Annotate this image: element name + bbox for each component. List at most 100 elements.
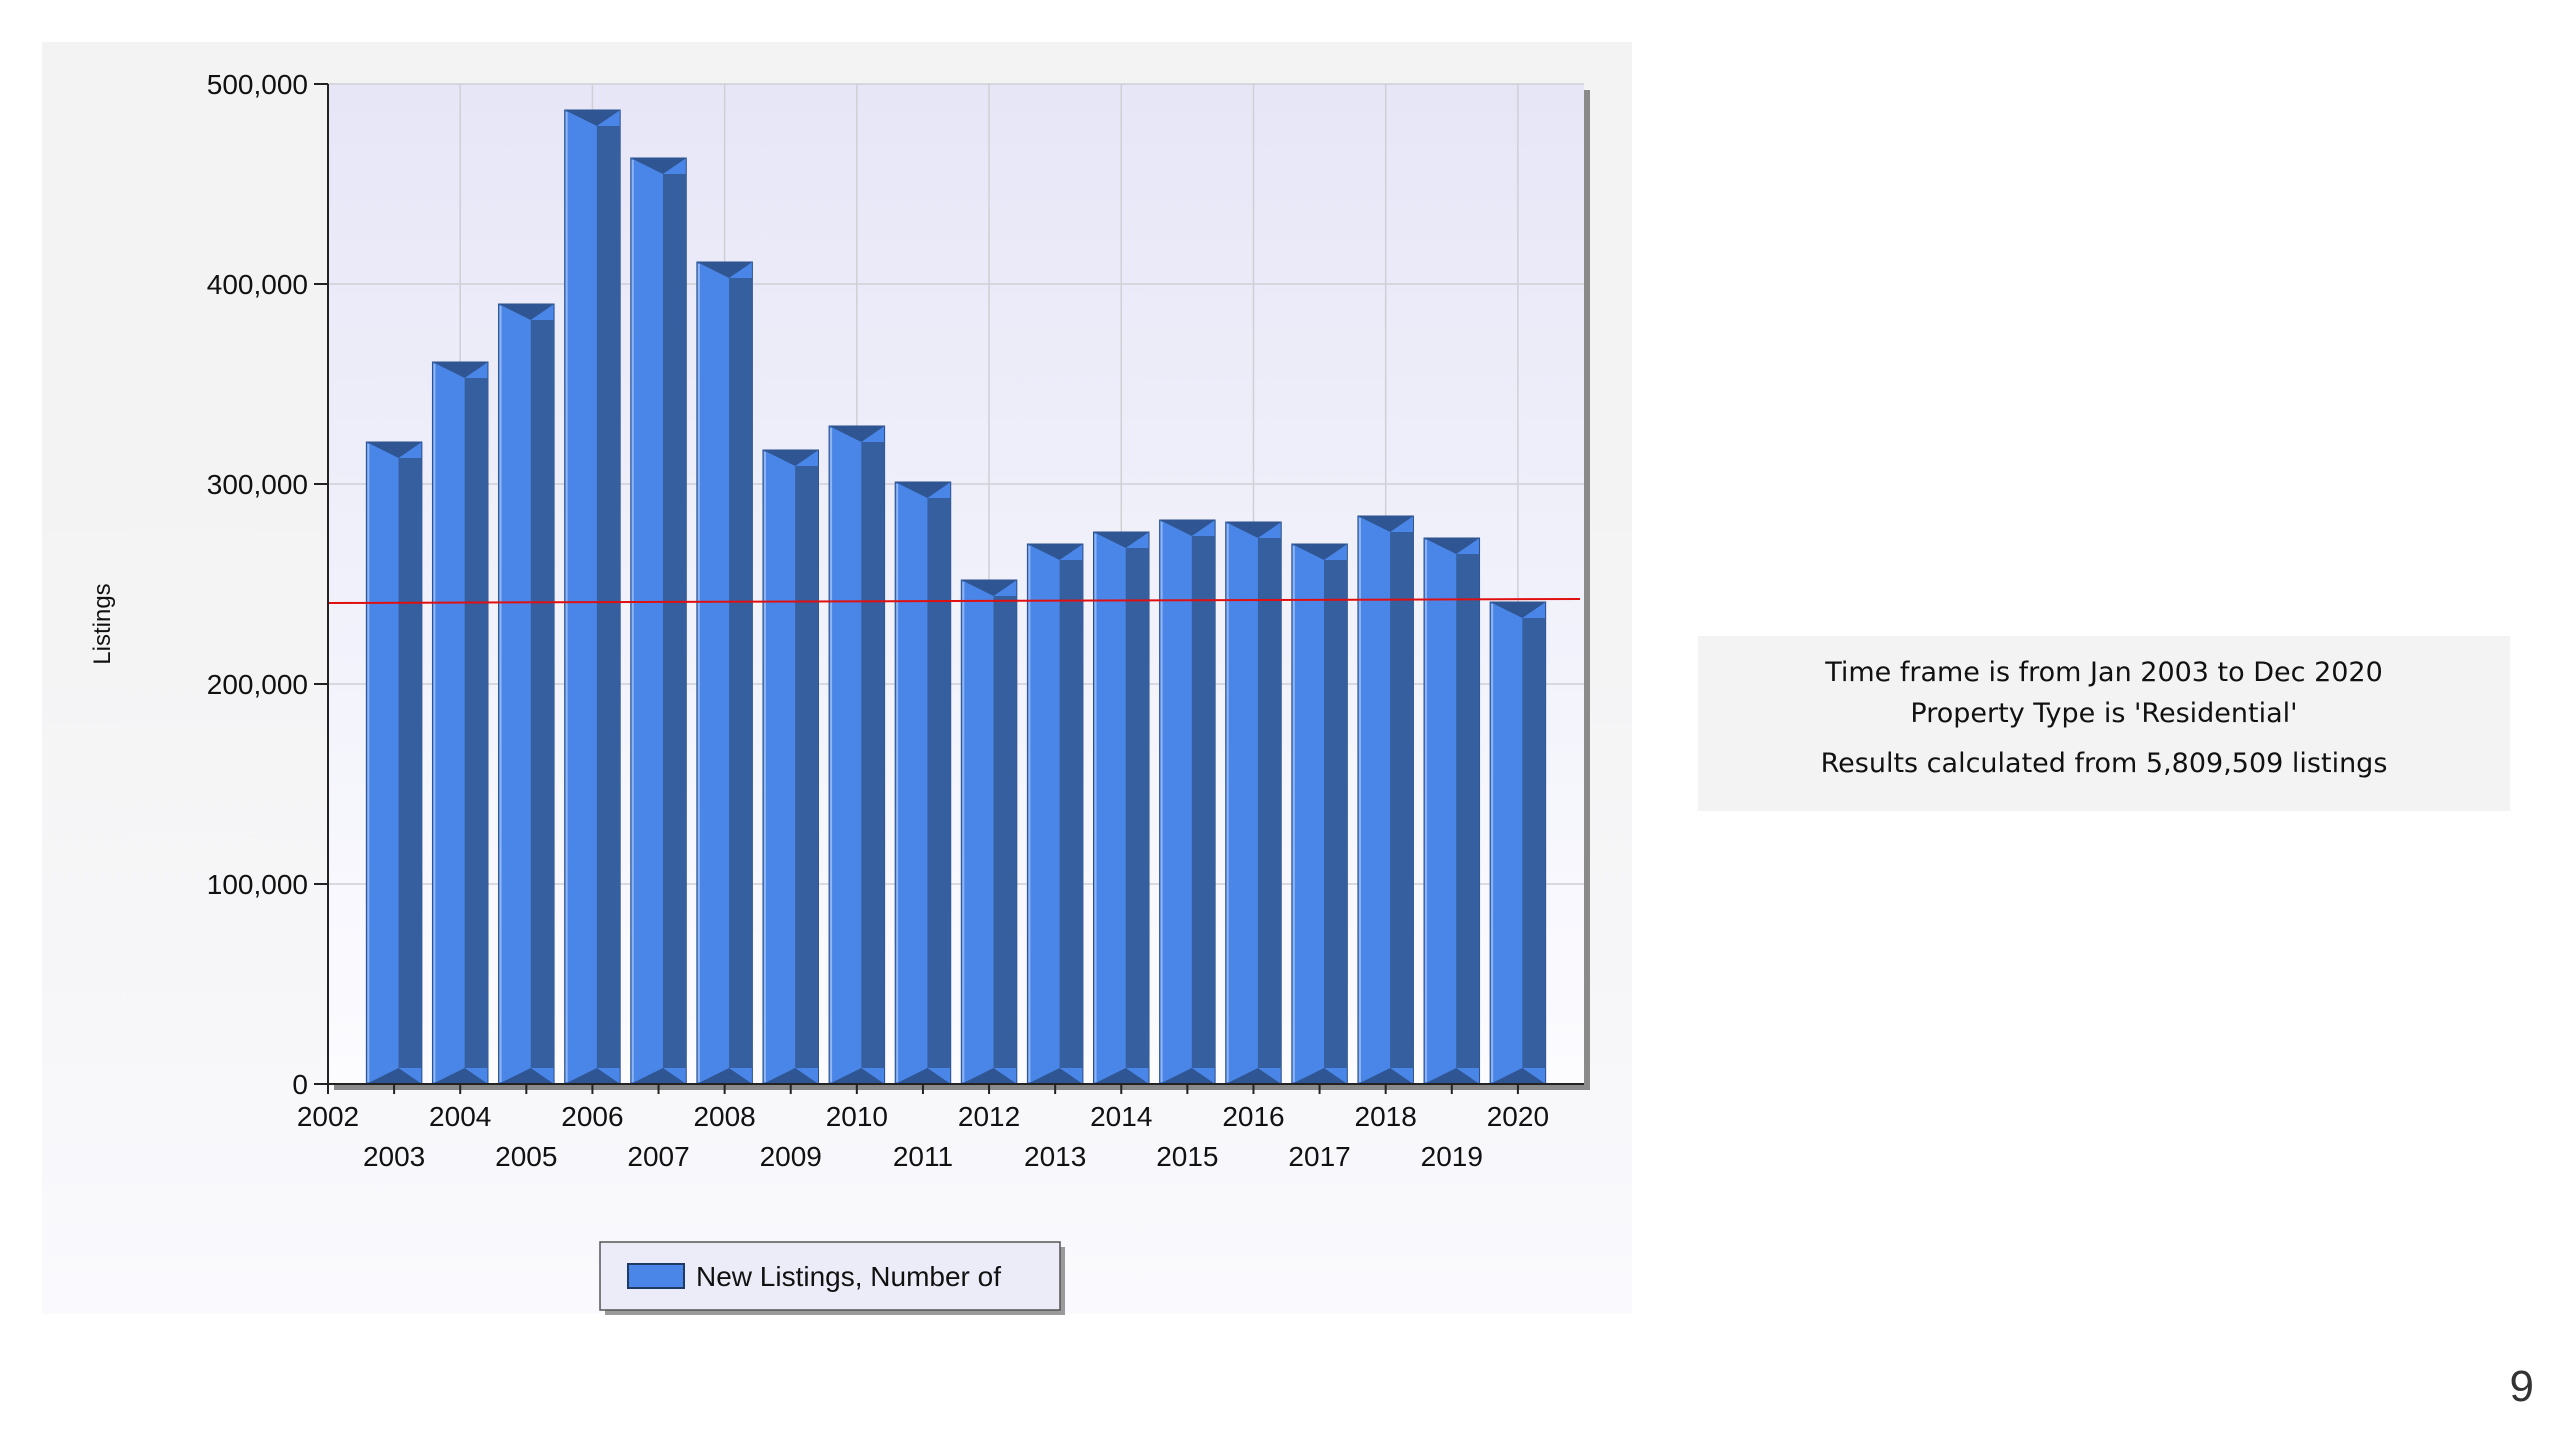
bar-top-bevel	[1159, 520, 1216, 536]
bar-bottom-bevel	[961, 1068, 1017, 1084]
bar-2011	[894, 481, 952, 1085]
bar-top-bevel	[498, 304, 555, 320]
bar-2010	[828, 425, 886, 1085]
bar-bottom-bevel	[1291, 1068, 1348, 1084]
bar-top-bevel	[630, 158, 687, 174]
bar-bottom-bevel	[1424, 1068, 1480, 1084]
y-tick-label: 100,000	[207, 869, 308, 900]
bar-bottom-bevel	[630, 1068, 687, 1084]
x-tick-label: 2009	[760, 1141, 822, 1172]
bar-bottom-bevel	[564, 1068, 621, 1084]
bar-bottom-bevel	[1357, 1068, 1414, 1084]
info-box: Time frame is from Jan 2003 to Dec 2020 …	[1698, 636, 2510, 811]
y-tick-label: 0	[292, 1069, 308, 1100]
bar-bottom-bevel	[829, 1068, 885, 1084]
bar-2007	[630, 157, 687, 1085]
bar-side	[464, 378, 488, 1068]
bar-side	[1456, 554, 1480, 1068]
bar-side	[596, 126, 621, 1068]
y-tick-label: 500,000	[207, 69, 308, 100]
x-tick-label: 2017	[1288, 1141, 1350, 1172]
bar-top-bevel	[762, 450, 819, 466]
x-tick-label: 2020	[1487, 1101, 1549, 1132]
bar-bottom-bevel	[696, 1068, 753, 1084]
y-tick-label: 200,000	[207, 669, 308, 700]
bar-side	[530, 320, 555, 1068]
bar-bottom-bevel	[366, 1068, 422, 1084]
average-line	[327, 598, 1581, 604]
bar-bottom-bevel	[762, 1068, 819, 1084]
bar-top-bevel	[1225, 522, 1282, 538]
bar-bottom-bevel	[1159, 1068, 1216, 1084]
bar-top-bevel	[895, 482, 951, 498]
bar-side	[1059, 560, 1083, 1068]
bar-top-bevel	[366, 442, 422, 458]
info-time-frame: Time frame is from Jan 2003 to Dec 2020	[1825, 657, 2383, 688]
bar-2017	[1291, 543, 1348, 1085]
bar-2009	[762, 449, 820, 1085]
x-tick-label: 2015	[1156, 1141, 1218, 1172]
y-tick-label: 300,000	[207, 469, 308, 500]
bar-side	[1257, 538, 1282, 1068]
bar-2005	[498, 303, 555, 1085]
bar-2008	[696, 261, 753, 1085]
bar-bottom-bevel	[895, 1068, 951, 1084]
bar-side	[927, 498, 951, 1068]
legend-label: New Listings, Number of	[696, 1261, 1001, 1292]
page-number: 9	[2509, 1362, 2534, 1411]
legend-swatch	[627, 1263, 685, 1289]
bar-2020	[1489, 601, 1547, 1085]
chart-panel: 0 100,000 200,000 300,000 400,000 500,000 2002…	[42, 42, 1632, 1315]
x-tick-label: 2012	[958, 1101, 1020, 1132]
info-property-type: Property Type is 'Residential'	[1910, 698, 2298, 729]
x-tick-label: 2010	[826, 1101, 888, 1132]
bar-2004	[431, 361, 489, 1085]
bar-top-bevel	[1027, 544, 1083, 560]
x-tick-label: 2008	[693, 1101, 755, 1132]
bar-top-bevel	[564, 110, 621, 126]
bar-2003	[365, 441, 423, 1085]
bar-bottom-bevel	[1027, 1068, 1083, 1084]
bar-bottom-bevel	[432, 1068, 488, 1084]
y-axis-label: Listings	[89, 583, 116, 664]
bar-top-bevel	[829, 426, 885, 442]
x-tick-label: 2004	[429, 1101, 491, 1132]
x-tick-label: 2003	[363, 1141, 425, 1172]
x-tick-label: 2006	[561, 1101, 623, 1132]
bar-top-bevel	[696, 262, 753, 278]
bar-top-bevel	[432, 362, 488, 378]
bar-2015	[1159, 519, 1216, 1085]
bar-side	[662, 174, 687, 1068]
x-tick-label: 2018	[1355, 1101, 1417, 1132]
bar-side	[1390, 532, 1414, 1068]
bar-2018	[1357, 515, 1414, 1085]
x-tick-label: 2016	[1222, 1101, 1284, 1132]
x-tick-label: 2011	[893, 1141, 953, 1172]
x-tick-label: 2005	[495, 1141, 557, 1172]
bar-bottom-bevel	[1093, 1068, 1150, 1084]
bar-side	[1191, 536, 1216, 1068]
x-tick-label: 2014	[1090, 1101, 1152, 1132]
x-tick-label: 2007	[627, 1141, 689, 1172]
bar-side	[993, 596, 1017, 1068]
bar-2014	[1092, 531, 1150, 1085]
bar-side	[729, 278, 753, 1068]
bar-top-bevel	[1490, 602, 1546, 618]
bar-2019	[1423, 537, 1481, 1085]
bar-side	[1522, 618, 1546, 1068]
bar-bottom-bevel	[1490, 1068, 1546, 1084]
bar-side	[398, 458, 422, 1068]
x-tick-label: 2019	[1421, 1141, 1483, 1172]
bar-2016	[1225, 521, 1282, 1085]
y-tick-label: 400,000	[207, 269, 308, 300]
chart-svg: 0 100,000 200,000 300,000 400,000 500,000 2002…	[89, 69, 1590, 1315]
bar-bottom-bevel	[498, 1068, 555, 1084]
bar-side	[1125, 548, 1150, 1068]
bar-top-bevel	[1357, 516, 1414, 532]
bar-top-bevel	[1093, 532, 1150, 548]
x-tick-label: 2002	[297, 1101, 359, 1132]
bar-bottom-bevel	[1225, 1068, 1282, 1084]
bar-side	[1324, 560, 1348, 1068]
bar-side	[861, 442, 885, 1068]
